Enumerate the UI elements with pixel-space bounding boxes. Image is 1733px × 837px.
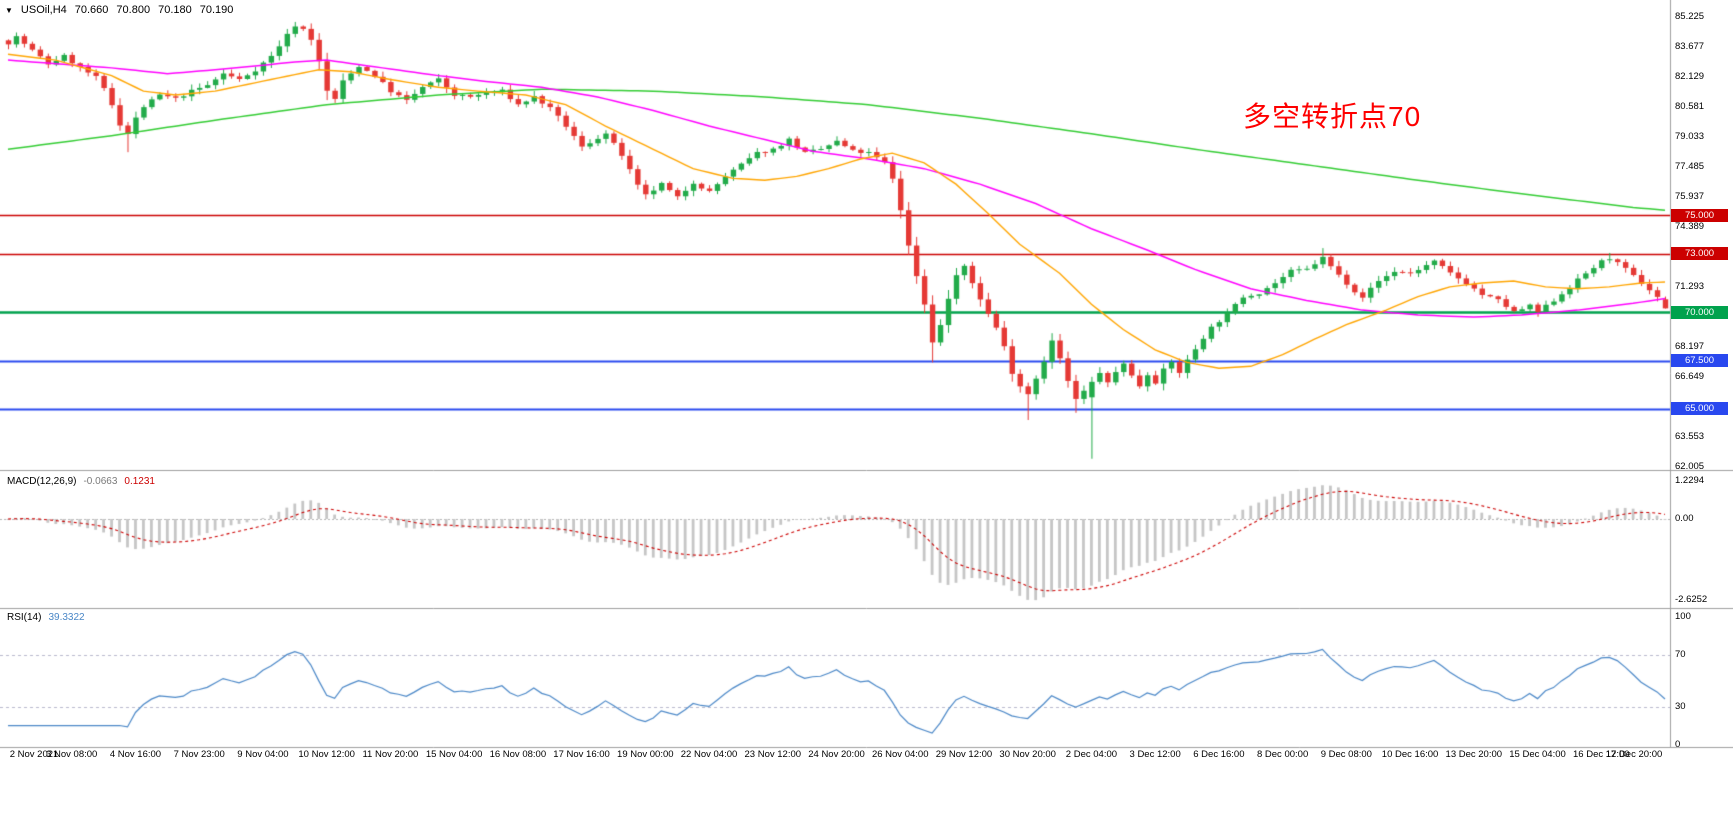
ohlc-close: 70.190 [199, 4, 234, 16]
time-axis-label: 19 Nov 00:00 [617, 749, 674, 760]
rsi-value: 39.3322 [48, 612, 85, 623]
time-axis-label: 8 Dec 00:00 [1256, 749, 1309, 760]
symbol-info-bar: ▼ USOil,H4 70.660 70.800 70.180 70.190 [5, 4, 233, 16]
time-axis-label: 23 Nov 12:00 [744, 749, 802, 760]
time-axis-label: 26 Nov 04:00 [871, 749, 929, 760]
time-axis-label: 30 Nov 20:00 [999, 749, 1056, 760]
macd-axis-label: 0.00 [1675, 513, 1694, 524]
price-axis-label: 85.225 [1675, 11, 1705, 22]
time-axis-label: 29 Nov 12:00 [935, 749, 993, 760]
time-axis-label: 24 Nov 20:00 [808, 749, 865, 760]
price-axis-label: 66.649 [1675, 371, 1705, 382]
time-axis-label: 13 Dec 20:00 [1445, 749, 1503, 760]
time-axis-label: 10 Dec 16:00 [1381, 749, 1439, 760]
collapse-arrow-icon[interactable]: ▼ [5, 5, 13, 15]
macd-axis-label: 1.2294 [1675, 475, 1705, 486]
rsi-indicator-label: RSI(14) 39.3322 [7, 612, 85, 623]
price-level-tag-65.000[interactable]: 65.000 [1671, 402, 1728, 416]
rsi-axis-label: 100 [1675, 611, 1691, 622]
annotation-text: 多空转折点70 [1243, 101, 1422, 132]
price-axis-label: 80.581 [1675, 101, 1705, 112]
time-axis-label: 9 Dec 08:00 [1320, 749, 1372, 760]
macd-signal-value: 0.1231 [124, 476, 155, 487]
macd-indicator-label: MACD(12,26,9) -0.0663 0.1231 [7, 476, 155, 487]
time-axis-label: 10 Nov 12:00 [298, 749, 355, 760]
time-axis-label: 6 Dec 16:00 [1193, 749, 1245, 760]
time-axis-label: 11 Nov 20:00 [362, 749, 419, 760]
time-axis-label: 3 Dec 12:00 [1129, 749, 1181, 760]
price-axis-label: 77.485 [1675, 161, 1705, 172]
time-axis-label: 17 Dec 20:00 [1605, 749, 1663, 760]
symbol-timeframe: USOil,H4 [20, 4, 67, 16]
time-axis-label: 16 Nov 08:00 [489, 749, 547, 760]
rsi-axis-label: 30 [1675, 700, 1686, 712]
rsi-axis-label: 70 [1675, 649, 1686, 661]
macd-axis-label: -2.6252 [1675, 594, 1708, 606]
price-axis-label: 75.937 [1675, 191, 1705, 202]
ohlc-open: 70.660 [74, 4, 109, 16]
price-axis-label: 83.677 [1675, 41, 1705, 52]
price-axis-label: 71.293 [1675, 281, 1705, 292]
price-axis-label: 82.129 [1675, 71, 1705, 82]
price-level-tag-73.000[interactable]: 73.000 [1671, 247, 1728, 261]
rsi-name: RSI(14) [7, 612, 42, 623]
price-level-tag-67.500[interactable]: 67.500 [1671, 354, 1728, 367]
price-axis-label: 79.033 [1675, 131, 1705, 142]
price-level-tag-70.000[interactable]: 70.000 [1671, 305, 1728, 319]
time-axis-label: 15 Dec 04:00 [1509, 749, 1566, 760]
time-axis-label: 9 Nov 04:00 [237, 749, 289, 760]
time-axis-label: 2 Nov 2021 [9, 749, 59, 760]
time-axis-label: 15 Nov 04:00 [425, 749, 483, 760]
price-level-tag-75.000[interactable]: 75.000 [1671, 208, 1728, 222]
macd-main-value: -0.0663 [83, 476, 118, 487]
time-axis-label: 7 Nov 23:00 [173, 749, 225, 760]
time-axis-label: 2 Dec 04:00 [1065, 749, 1118, 760]
ohlc-high: 70.800 [116, 4, 151, 16]
macd-name: MACD(12,26,9) [7, 476, 77, 487]
rsi-axis-label: 0 [1675, 739, 1681, 750]
time-axis-label: 3 Nov 08:00 [46, 749, 98, 760]
price-axis-label: 62.005 [1675, 461, 1705, 472]
price-axis-label: 74.389 [1675, 221, 1705, 232]
time-axis-label: 17 Nov 16:00 [553, 749, 610, 760]
price-axis-label: 68.197 [1675, 341, 1705, 352]
time-axis-label: 16 Dec 12:00 [1573, 749, 1630, 760]
time-axis-label: 22 Nov 04:00 [680, 749, 738, 760]
time-axis-label: 4 Nov 16:00 [109, 749, 162, 760]
ohlc-low: 70.180 [158, 4, 192, 16]
price-axis-label: 63.553 [1675, 431, 1705, 442]
